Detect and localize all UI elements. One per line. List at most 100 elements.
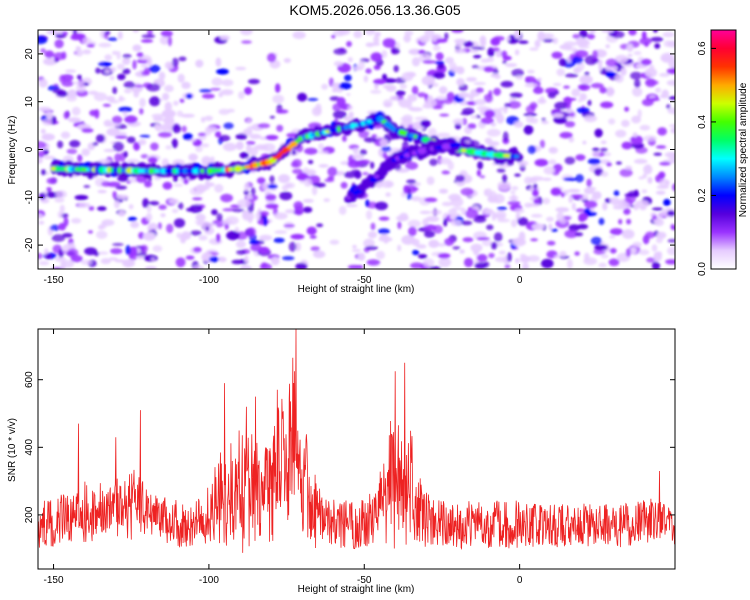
heatmap-cell <box>548 223 553 230</box>
heatmap-cell <box>331 34 336 39</box>
heatmap-cell <box>502 55 512 61</box>
heatmap-cell <box>71 33 86 39</box>
heatmap-cell <box>178 56 187 62</box>
track-core <box>377 170 384 176</box>
heatmap-cell <box>366 259 381 266</box>
heatmap-cell <box>548 159 557 165</box>
track-core <box>452 142 461 148</box>
heatmap-cell <box>381 50 388 59</box>
heatmap-cell <box>559 131 573 139</box>
heatmap-cell <box>525 105 536 114</box>
heatmap-cell <box>117 73 126 81</box>
heatmap-cell <box>560 192 565 198</box>
heatmap-cell <box>365 246 379 250</box>
track-core <box>61 166 67 171</box>
heatmap-cell <box>450 66 465 73</box>
heatmap-cell <box>584 200 598 209</box>
heatmap-cell <box>568 224 580 232</box>
heatmap-cell <box>141 34 156 39</box>
heatmap-cell <box>189 186 204 196</box>
heatmap-cell <box>494 256 508 263</box>
heatmap-cell <box>621 229 635 240</box>
heatmap-cell <box>81 148 90 157</box>
heatmap-cell <box>657 212 664 218</box>
heatmap-cell <box>151 113 165 119</box>
snr-panel: -150 -100 -50 0 200 400 600 Height of straigh… <box>7 328 676 595</box>
heatmap-cell <box>199 89 212 93</box>
heatmap-cell <box>101 219 115 227</box>
heatmap-cell <box>343 171 357 179</box>
heatmap-cell <box>563 177 577 181</box>
heatmap-cell <box>378 216 390 221</box>
heatmap-cell <box>276 124 284 132</box>
heatmap-cell <box>401 235 416 245</box>
colorbar-label: Normalized spectral amplitude <box>738 82 749 217</box>
heatmap-cell <box>38 261 50 266</box>
colorbar-tick-label: 0.4 <box>697 115 708 129</box>
heatmap-cell <box>304 147 318 155</box>
heatmap-cell <box>599 86 608 94</box>
track-core <box>86 167 91 172</box>
heatmap-cell <box>188 153 198 162</box>
heatmap-cell <box>542 38 555 43</box>
heatmap-cell <box>411 187 419 191</box>
heatmap-cell <box>461 208 467 216</box>
heatmap-cell <box>438 257 452 268</box>
heatmap-cell <box>92 142 99 146</box>
heatmap-cell <box>347 160 361 168</box>
heatmap-cell <box>77 202 91 208</box>
heatmap-cell <box>656 251 663 257</box>
heatmap-cell <box>172 124 182 134</box>
heatmap-cell <box>77 154 83 162</box>
heatmap-cell <box>527 69 535 74</box>
heatmap-cell <box>541 258 554 269</box>
heatmap-cell <box>548 147 559 154</box>
heatmap-cell <box>585 186 597 191</box>
heatmap-cell <box>76 83 87 93</box>
heatmap-cell <box>77 74 82 80</box>
track-core <box>380 168 387 172</box>
heatmap-cell <box>473 216 487 223</box>
heatmap-cell <box>290 161 299 168</box>
x-tick-label: -100 <box>199 575 219 586</box>
heatmap-cell <box>584 211 597 217</box>
heatmap-cell <box>530 213 543 218</box>
heatmap-cell <box>573 67 581 74</box>
colorbar-tick-label: 0.2 <box>697 188 708 202</box>
heatmap-cell <box>552 37 559 44</box>
heatmap-cell <box>601 171 609 178</box>
heatmap-cell <box>510 190 516 194</box>
heatmap-cell <box>473 54 482 59</box>
heatmap-cell <box>575 37 589 47</box>
heatmap-cell <box>164 61 174 70</box>
heatmap-cell <box>410 262 424 269</box>
heatmap-cell <box>540 33 555 39</box>
heatmap-cell <box>126 158 140 163</box>
heatmap-cell <box>433 72 446 79</box>
heatmap-cell <box>133 90 140 98</box>
heatmap-cell <box>605 64 618 72</box>
heatmap-cell <box>631 115 641 124</box>
heatmap-cell <box>578 212 588 221</box>
heatmap-cell <box>146 205 152 213</box>
heatmap-cell <box>111 115 123 124</box>
heatmap-cell <box>663 40 672 47</box>
heatmap-cell <box>452 118 465 125</box>
x-tick-label: -50 <box>357 575 372 586</box>
heatmap-cell <box>656 185 669 190</box>
heatmap-cell <box>463 257 474 268</box>
heatmap-cell <box>97 251 109 255</box>
heatmap-cell <box>592 147 600 152</box>
heatmap-cell <box>40 48 46 54</box>
heatmap-cell <box>577 83 591 91</box>
heatmap-cell <box>138 232 145 239</box>
heatmap-cell <box>215 57 222 67</box>
heatmap-cell <box>333 30 346 37</box>
heatmap-cell <box>407 219 421 228</box>
heatmap-cell <box>286 183 292 188</box>
heatmap-cell <box>173 100 179 106</box>
heatmap-cell <box>444 32 449 40</box>
heatmap-cell <box>57 140 64 149</box>
heatmap-cell <box>159 35 170 45</box>
heatmap-cell <box>670 127 675 134</box>
